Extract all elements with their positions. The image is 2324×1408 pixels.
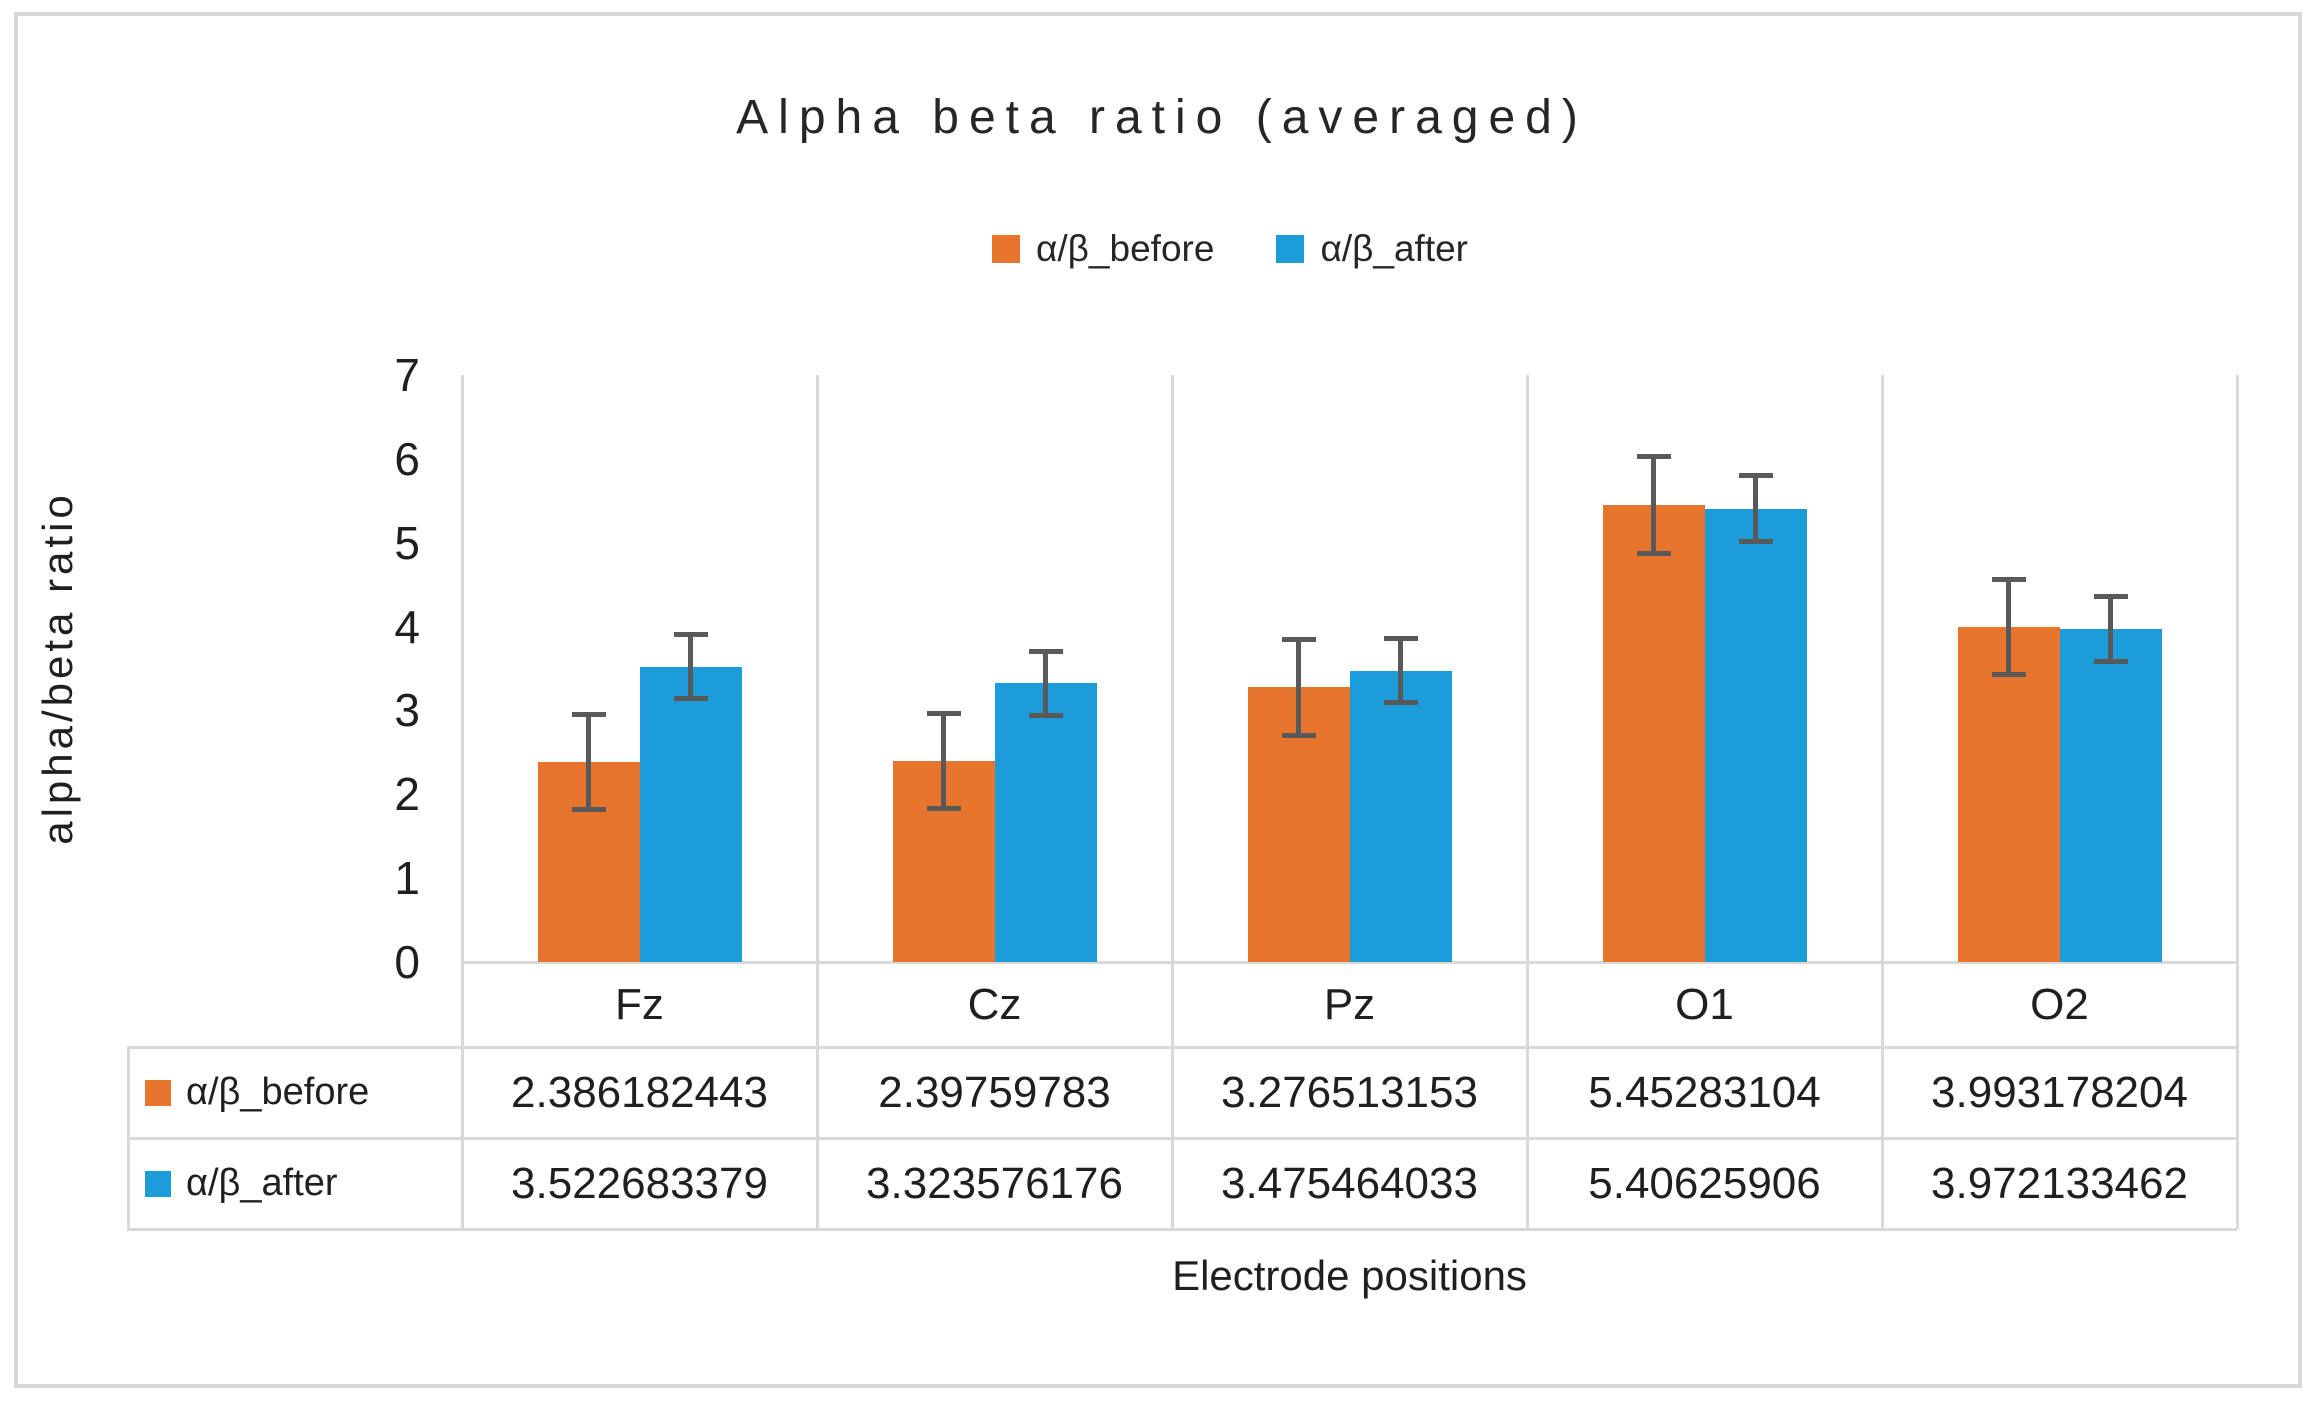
- error-bar-bottom-cap: [1636, 550, 1671, 556]
- error-bar-bottom-cap: [1383, 699, 1418, 705]
- y-tick-label: 1: [394, 852, 420, 905]
- category-gridline: [815, 375, 819, 1229]
- error-bar-top-cap: [926, 710, 961, 716]
- category-label: Fz: [615, 980, 664, 1029]
- category-label: Cz: [967, 980, 1022, 1029]
- error-bar-line: [1398, 638, 1403, 703]
- y-axis-title: alpha/beta ratio: [34, 491, 81, 845]
- legend-item-before: α/β_before: [991, 228, 1215, 270]
- y-tick-label: 2: [394, 768, 420, 821]
- error-bar-top-cap: [1281, 636, 1316, 642]
- error-bar-line: [941, 713, 946, 809]
- error-bar-line: [1753, 475, 1758, 542]
- bar-after: [1704, 508, 1807, 962]
- category-gridline: [2235, 375, 2239, 1229]
- legend-swatch-after-icon: [1276, 235, 1305, 263]
- category-label: O1: [1675, 980, 1734, 1029]
- error-bar-bottom-cap: [1028, 712, 1063, 718]
- table-row-label-text: α/β_before: [186, 1071, 370, 1113]
- error-bar-bottom-cap: [1738, 538, 1773, 544]
- error-bar-top-cap: [1028, 648, 1063, 654]
- error-bar-line: [586, 714, 591, 810]
- table-row-border: [127, 1136, 2237, 1140]
- error-bar-bottom-cap: [571, 807, 606, 813]
- bar-after: [639, 666, 742, 962]
- table-row-swatch-icon: [145, 1170, 171, 1197]
- error-bar-top-cap: [1383, 636, 1418, 642]
- table-cell-value: 3.993178204: [1931, 1068, 2188, 1117]
- error-bar-top-cap: [1636, 453, 1671, 459]
- error-bar-top-cap: [2093, 593, 2128, 599]
- table-cell-value: 3.972133462: [1931, 1159, 2188, 1208]
- x-axis-baseline: [462, 960, 2237, 964]
- bar-before: [1602, 504, 1705, 962]
- error-bar-top-cap: [571, 711, 606, 717]
- table-cell-value: 3.522683379: [511, 1159, 768, 1208]
- legend-label-after: α/β_after: [1320, 228, 1469, 269]
- table-cell-value: 5.40625906: [1588, 1159, 1821, 1208]
- table-cell-value: 5.45283104: [1588, 1068, 1821, 1117]
- error-bar-line: [2006, 579, 2011, 675]
- table-row-label: α/β_before: [145, 1047, 369, 1138]
- table-row-swatch-icon: [145, 1079, 171, 1106]
- y-tick-label: 5: [394, 516, 420, 569]
- table-cell-value: 3.276513153: [1221, 1068, 1478, 1117]
- error-bar-line: [688, 634, 693, 699]
- figure-border: [14, 12, 2302, 1388]
- x-axis-title: Electrode positions: [1172, 1252, 1527, 1299]
- category-label: O2: [2030, 980, 2089, 1029]
- table-row-border: [127, 1227, 2237, 1231]
- error-bar-top-cap: [1738, 473, 1773, 479]
- bar-after: [1349, 670, 1452, 962]
- table-cell-value: 3.323576176: [866, 1159, 1123, 1208]
- y-tick-label: 6: [394, 432, 420, 485]
- table-row-label-text: α/β_after: [186, 1162, 338, 1204]
- table-row-label: α/β_after: [145, 1138, 338, 1229]
- y-tick-label: 3: [394, 684, 420, 737]
- category-gridline: [1525, 375, 1529, 1229]
- error-bar-line: [1296, 639, 1301, 736]
- error-bar-line: [1043, 651, 1048, 716]
- y-tick-label: 7: [394, 349, 420, 401]
- error-bar-line: [1651, 456, 1656, 554]
- legend-item-after: α/β_after: [1276, 228, 1468, 270]
- error-bar-bottom-cap: [2093, 659, 2128, 665]
- error-bar-line: [2108, 596, 2113, 662]
- table-cell-value: 3.475464033: [1221, 1159, 1478, 1208]
- y-axis-line: [460, 375, 464, 1229]
- y-tick-label: 0: [394, 936, 420, 988]
- error-bar-top-cap: [673, 632, 708, 638]
- chart-title: Alpha beta ratio (averaged): [736, 91, 1588, 144]
- error-bar-bottom-cap: [673, 695, 708, 701]
- error-bar-bottom-cap: [926, 806, 961, 812]
- y-tick-label: 4: [394, 600, 420, 653]
- table-row-border: [127, 1045, 2237, 1049]
- legend-swatch-before-icon: [991, 235, 1020, 263]
- chart-legend: α/β_before α/β_after: [68, 228, 2324, 270]
- error-bar-bottom-cap: [1281, 732, 1316, 738]
- error-bar-bottom-cap: [1991, 672, 2026, 678]
- error-bar-top-cap: [1991, 576, 2026, 582]
- table-cell-value: 2.39759783: [878, 1068, 1111, 1117]
- bar-after: [994, 683, 1097, 962]
- bar-before: [1957, 627, 2060, 962]
- legend-label-before: α/β_before: [1035, 228, 1215, 269]
- bar-after: [2059, 628, 2162, 962]
- category-gridline: [1880, 375, 1884, 1229]
- table-cell-value: 2.386182443: [511, 1068, 768, 1117]
- category-label: Pz: [1323, 980, 1376, 1029]
- category-gridline: [1170, 375, 1174, 1229]
